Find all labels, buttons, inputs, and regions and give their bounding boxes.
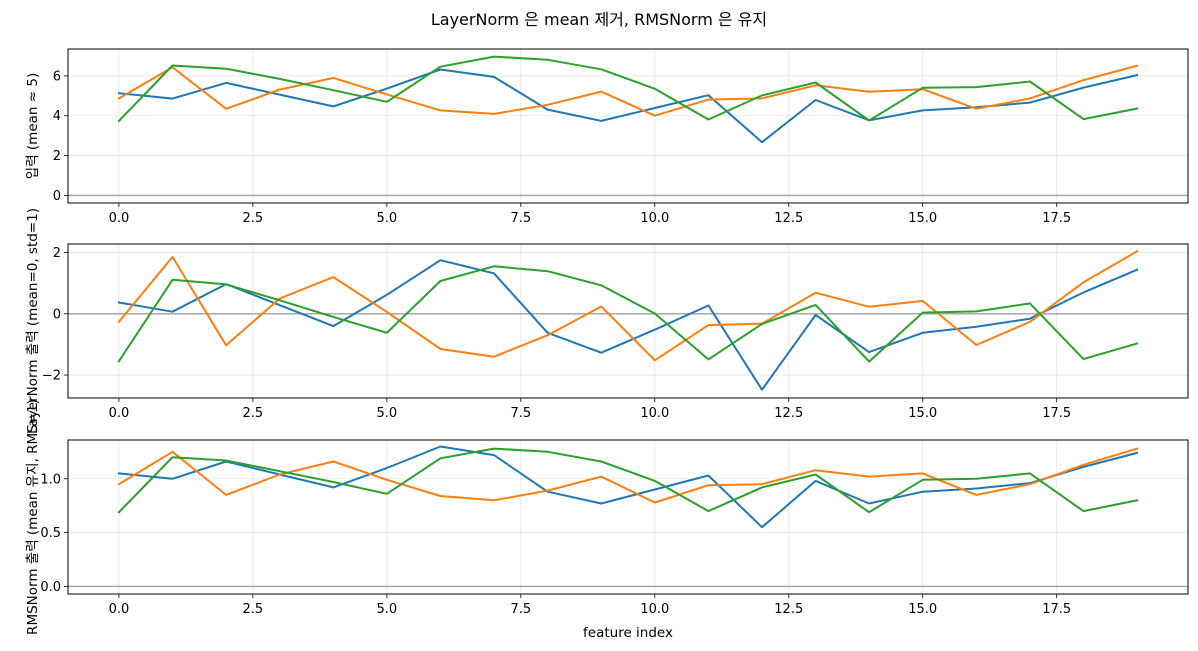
y-tick-label: 0.5 bbox=[40, 526, 61, 541]
panel-2: 0.0 2.5 5.0 7.5 10.0 12.5 15.0 17.5 −2 0 2 LayerNor… bbox=[25, 208, 1189, 434]
y-tick-label: 4 bbox=[53, 109, 61, 124]
axes-frame bbox=[67, 439, 1189, 595]
x-tick-label: 17.5 bbox=[1042, 211, 1071, 226]
x-tick-label: 12.5 bbox=[774, 406, 803, 421]
x-tick-label: 17.5 bbox=[1042, 602, 1071, 617]
y-tick-label: 0 bbox=[53, 307, 61, 322]
panel-3: 0.0 2.5 5.0 7.5 10.0 12.5 15.0 17.5 0.0 0.5 1.0RMS… bbox=[25, 399, 1189, 641]
x-tick-label: 5.0 bbox=[377, 602, 398, 617]
x-tick-label: 7.5 bbox=[510, 602, 531, 617]
y-axis-label: RMSNorm 출력 (mean 유지, RMS=1) bbox=[25, 399, 41, 635]
series-line-3 bbox=[117, 447, 1139, 514]
y-tick-label: 6 bbox=[53, 69, 61, 84]
y-tick-label: 1.0 bbox=[40, 472, 61, 487]
x-tick-label: 2.5 bbox=[243, 406, 264, 421]
y-tick-label: 2 bbox=[53, 149, 61, 164]
series-line-1 bbox=[117, 68, 1139, 144]
axes-frame bbox=[67, 48, 1189, 204]
x-tick-label: 12.5 bbox=[774, 602, 803, 617]
x-tick-label: 0.0 bbox=[109, 211, 130, 226]
y-axis-label: 입력 (mean ≈ 5) bbox=[25, 73, 41, 179]
x-tick-label: 15.0 bbox=[908, 406, 937, 421]
series-line-2 bbox=[117, 249, 1139, 362]
series-line-1 bbox=[117, 445, 1139, 529]
y-tick-label: 0.0 bbox=[40, 580, 61, 595]
x-tick-label: 10.0 bbox=[640, 211, 669, 226]
series-line-3 bbox=[117, 265, 1139, 363]
x-tick-label: 17.5 bbox=[1042, 406, 1071, 421]
x-tick-label: 5.0 bbox=[377, 211, 398, 226]
x-tick-label: 10.0 bbox=[640, 602, 669, 617]
x-tick-label: 12.5 bbox=[774, 211, 803, 226]
x-tick-label: 5.0 bbox=[377, 406, 398, 421]
y-tick-label: −2 bbox=[42, 369, 61, 384]
series-line-2 bbox=[117, 447, 1139, 504]
x-tick-label: 7.5 bbox=[510, 406, 531, 421]
y-tick-label: 2 bbox=[53, 246, 61, 261]
panel-1: 0.0 2.5 5.0 7.5 10.0 12.5 15.0 17.5 0 2 4 6 입력 (mean… bbox=[25, 48, 1189, 226]
x-tick-label: 2.5 bbox=[243, 211, 264, 226]
x-axis-label: feature index bbox=[583, 625, 673, 641]
x-tick-label: 15.0 bbox=[908, 211, 937, 226]
axes-frame bbox=[67, 243, 1189, 399]
series-line-3 bbox=[117, 55, 1139, 123]
x-tick-label: 0.0 bbox=[109, 602, 130, 617]
x-tick-label: 15.0 bbox=[908, 602, 937, 617]
x-tick-label: 0.0 bbox=[109, 406, 130, 421]
series-line-1 bbox=[117, 259, 1139, 391]
y-axis-label: LayerNorm 출력 (mean=0, std=1) bbox=[25, 208, 41, 434]
series-line-2 bbox=[117, 64, 1139, 117]
x-tick-label: 7.5 bbox=[510, 211, 531, 226]
x-tick-label: 10.0 bbox=[640, 406, 669, 421]
x-tick-label: 2.5 bbox=[243, 602, 264, 617]
y-tick-label: 0 bbox=[53, 189, 61, 204]
figure-title: LayerNorm 은 mean 제거, RMSNorm 은 유지 bbox=[431, 10, 767, 29]
